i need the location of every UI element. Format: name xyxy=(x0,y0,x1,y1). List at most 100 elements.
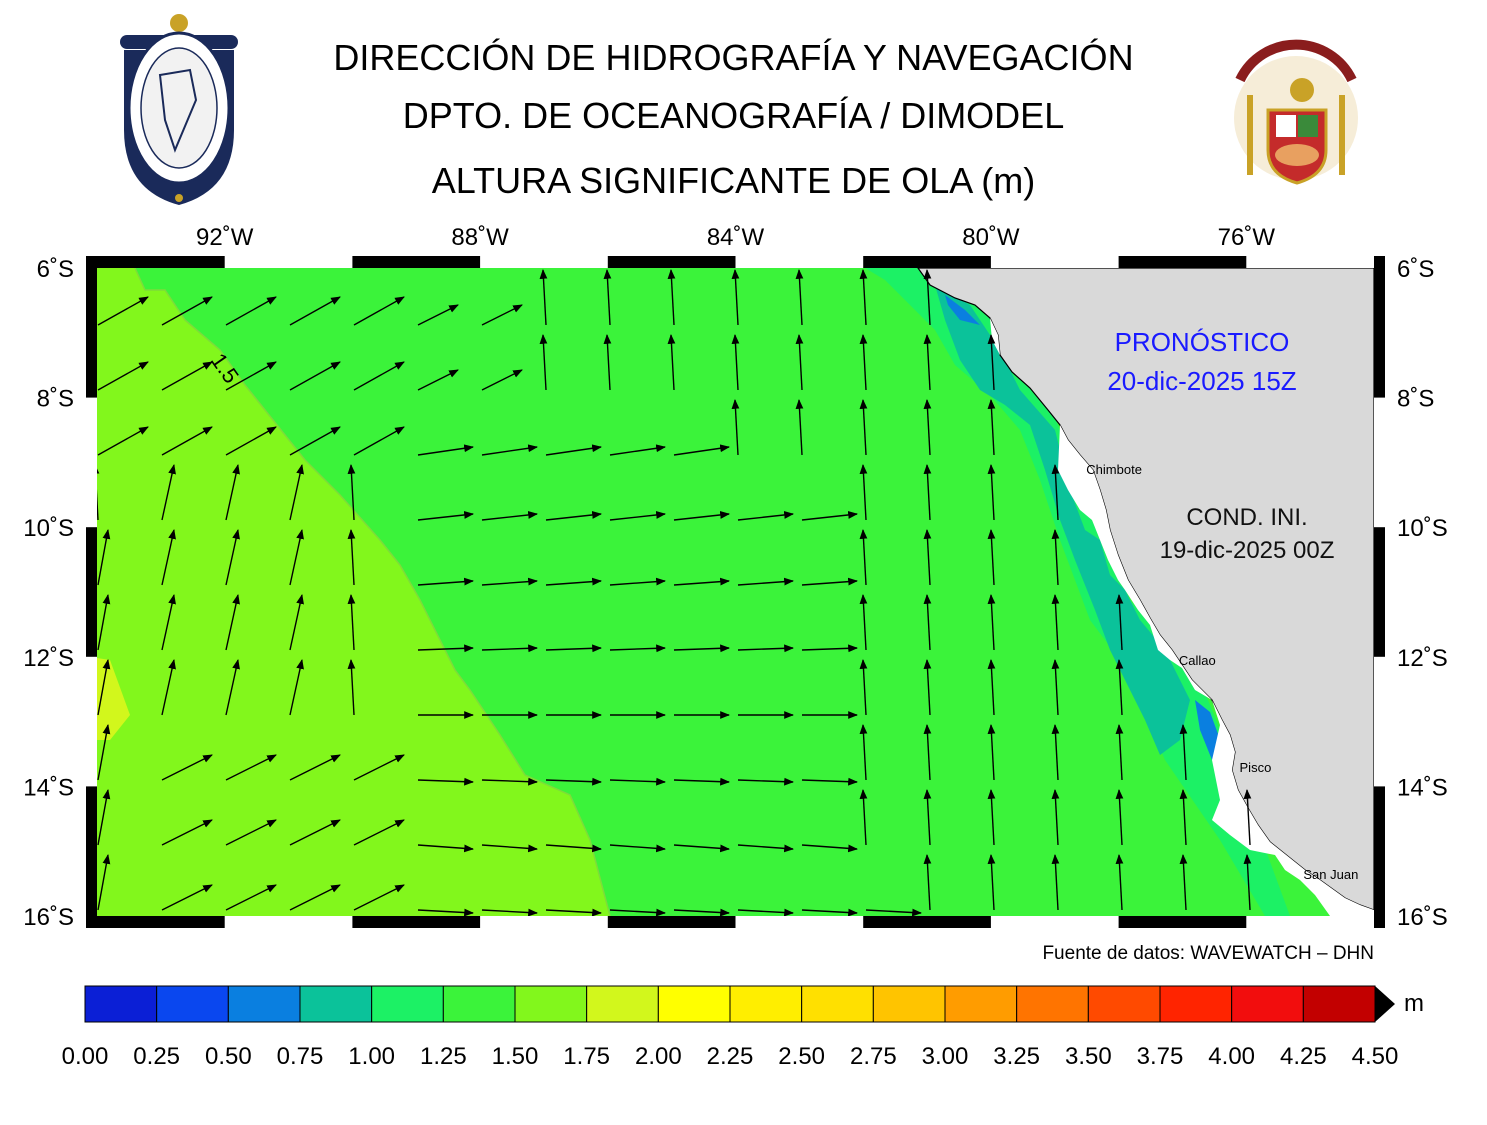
colorbar-tick: 1.50 xyxy=(491,1043,539,1070)
city-labels: Chimbote Callao Pisco San Juan xyxy=(1086,462,1358,882)
wave-arrow xyxy=(923,594,932,651)
wave-arrow xyxy=(417,777,474,786)
wave-arrow xyxy=(859,334,868,391)
colorbar-swatch xyxy=(586,985,659,1023)
wave-arrow xyxy=(859,464,868,521)
wave-arrow xyxy=(481,908,538,916)
wave-arrow xyxy=(667,334,676,391)
colorbar xyxy=(84,985,1395,1023)
wave-arrow xyxy=(923,399,932,456)
wave-arrow xyxy=(801,644,858,653)
colorbar-tick: 3.25 xyxy=(993,1043,1041,1070)
wave-arrow xyxy=(609,644,666,653)
colorbar-swatch xyxy=(872,985,946,1023)
wave-arrow xyxy=(545,577,602,586)
wave-arrow xyxy=(225,464,240,521)
wave-arrow xyxy=(417,577,474,586)
colorbar-swatch xyxy=(729,985,803,1023)
wave-arrow xyxy=(481,644,538,653)
wave-arrow xyxy=(667,269,676,326)
wave-arrow xyxy=(1115,594,1124,651)
colorbar-tick: 2.00 xyxy=(634,1043,682,1070)
colorbar-swatch xyxy=(801,985,874,1023)
wave-arrow xyxy=(225,426,277,456)
wave-arrow xyxy=(609,908,666,916)
wave-arrow xyxy=(289,464,304,521)
colorbar-tick: 4.50 xyxy=(1351,1043,1399,1070)
lon-label: 76˚W xyxy=(1218,224,1276,251)
wave-arrow xyxy=(1051,529,1060,586)
wave-arrow xyxy=(987,854,996,911)
wave-arrow xyxy=(545,844,602,853)
wave-arrow xyxy=(609,777,666,786)
data-source-note: Fuente de datos: WAVEWATCH – DHN xyxy=(1042,943,1374,964)
wave-arrow xyxy=(801,577,858,586)
wave-arrow xyxy=(673,908,730,916)
wave-arrow xyxy=(1051,854,1060,911)
axis-labels: 92˚W 88˚W 84˚W 80˚W 76˚W 6˚S 6˚S 8˚S 8˚S 10˚S 10˚S… xyxy=(23,224,1447,931)
wave-arrow xyxy=(859,724,868,781)
wave-arrow xyxy=(1115,789,1124,846)
wave-arrow xyxy=(795,269,804,326)
colorbar-swatch xyxy=(657,985,731,1023)
wave-arrow xyxy=(97,659,111,716)
colorbar-swatch xyxy=(442,985,516,1023)
colorbar-swatch xyxy=(1087,985,1161,1023)
wave-arrow xyxy=(859,789,868,846)
wave-arrow xyxy=(923,659,932,716)
wave-arrow xyxy=(987,659,996,716)
colorbar-tick: 3.75 xyxy=(1136,1043,1184,1070)
lat-label-right: 8˚S xyxy=(1397,386,1434,413)
department-title: DPTO. DE OCEANOGRAFÍA / DIMODEL xyxy=(402,95,1065,136)
wave-arrow xyxy=(987,594,996,651)
wave-arrow xyxy=(161,426,213,456)
wave-arrow xyxy=(987,724,996,781)
wave-arrow xyxy=(161,594,176,651)
wave-arrow xyxy=(987,529,996,586)
wave-arrow xyxy=(923,789,932,846)
wave-arrow xyxy=(923,724,932,781)
wave-arrow xyxy=(97,426,149,456)
wave-arrow xyxy=(347,464,356,521)
wave-arrow xyxy=(347,659,356,716)
wave-arrow xyxy=(289,529,304,586)
lon-label: 92˚W xyxy=(196,224,254,251)
colorbar-swatch xyxy=(156,985,229,1023)
colorbar-tick: 2.25 xyxy=(706,1043,754,1070)
wave-arrow xyxy=(673,444,730,456)
lat-label-left: 14˚S xyxy=(23,774,74,801)
wave-arrow xyxy=(417,908,474,916)
lon-label: 88˚W xyxy=(451,224,509,251)
lon-label: 80˚W xyxy=(962,224,1020,251)
wave-arrow xyxy=(225,659,240,716)
lat-label-left: 8˚S xyxy=(37,386,74,413)
wave-arrow xyxy=(1179,724,1188,781)
colorbar-tick: 2.50 xyxy=(778,1043,826,1070)
wave-arrow xyxy=(161,296,213,326)
lon-label: 84˚W xyxy=(707,224,765,251)
wave-arrow xyxy=(225,361,277,391)
wave-arrow xyxy=(161,819,213,846)
wave-arrow xyxy=(481,577,538,586)
zone-050-075 xyxy=(945,295,980,325)
wave-arrow xyxy=(417,369,459,391)
lat-label-left: 16˚S xyxy=(23,904,74,931)
colorbar-tick: 3.00 xyxy=(921,1043,969,1070)
map-title: ALTURA SIGNIFICANTE DE OLA (m) xyxy=(431,160,1036,201)
wave-arrow xyxy=(289,884,341,911)
lat-label-left: 12˚S xyxy=(23,645,74,672)
wave-arrow xyxy=(545,908,602,916)
wave-arrow xyxy=(353,819,405,846)
wave-arrow xyxy=(161,361,213,391)
wave-arrow xyxy=(1179,854,1188,911)
city-label: Callao xyxy=(1179,653,1216,668)
lat-label-right: 16˚S xyxy=(1397,904,1448,931)
wave-arrow xyxy=(1051,789,1060,846)
colorbar-tick: 0.75 xyxy=(276,1043,324,1070)
colorbar-swatch xyxy=(1159,985,1233,1023)
wave-arrow xyxy=(417,644,474,653)
wave-arrow xyxy=(481,777,538,786)
forecast-time: 20-dic-2025 15Z xyxy=(1107,366,1296,396)
wave-arrow xyxy=(609,577,666,586)
colorbar-tick: 3.50 xyxy=(1064,1043,1112,1070)
